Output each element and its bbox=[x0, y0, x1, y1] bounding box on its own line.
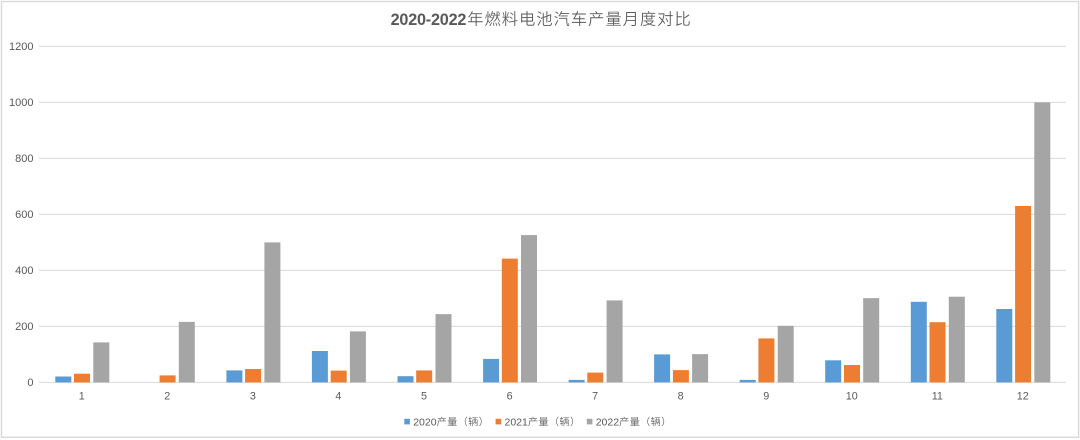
svg-text:200: 200 bbox=[15, 321, 33, 333]
svg-text:600: 600 bbox=[15, 209, 33, 221]
svg-text:11: 11 bbox=[932, 390, 943, 402]
svg-text:1: 1 bbox=[79, 390, 85, 402]
svg-text:400: 400 bbox=[15, 265, 33, 277]
svg-text:1000: 1000 bbox=[9, 97, 33, 109]
svg-text:3: 3 bbox=[250, 390, 256, 402]
svg-text:2022: 2022 bbox=[596, 416, 620, 428]
svg-text:8: 8 bbox=[678, 390, 684, 402]
svg-text:2021: 2021 bbox=[505, 416, 529, 428]
svg-text:4: 4 bbox=[335, 390, 341, 402]
svg-text:12: 12 bbox=[1017, 390, 1029, 402]
svg-text:10: 10 bbox=[846, 390, 858, 402]
svg-text:9: 9 bbox=[763, 390, 769, 402]
svg-text:7: 7 bbox=[592, 390, 598, 402]
svg-text:2020: 2020 bbox=[413, 416, 437, 428]
svg-text:5: 5 bbox=[421, 390, 427, 402]
svg-text:1200: 1200 bbox=[9, 41, 33, 53]
svg-text:0: 0 bbox=[27, 377, 33, 389]
svg-text:2020-2022: 2020-2022 bbox=[391, 11, 467, 29]
svg-text:2: 2 bbox=[164, 390, 170, 402]
svg-text:6: 6 bbox=[507, 390, 513, 402]
svg-text:800: 800 bbox=[15, 153, 33, 165]
